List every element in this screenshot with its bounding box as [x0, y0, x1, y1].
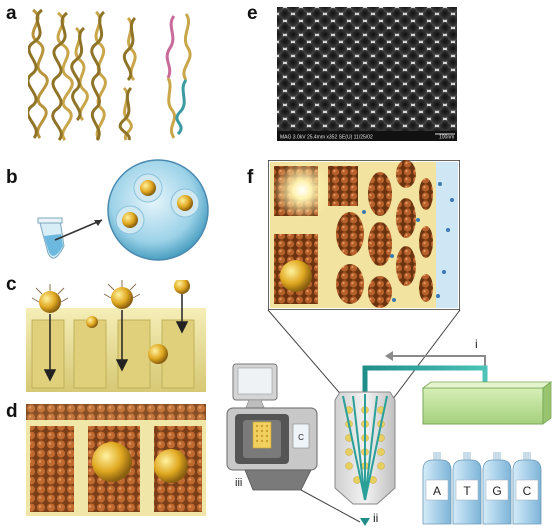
panel-label-b: b — [6, 167, 18, 188]
reagent-bottle-c[interactable]: C — [512, 452, 542, 525]
panel-d-filled-pores — [26, 404, 206, 516]
zoom-arrow — [54, 219, 103, 241]
synthesis-schematic: i ii A — [226, 310, 553, 526]
pore-array — [336, 160, 433, 308]
panel-c-pore-loading — [26, 280, 206, 392]
panel-label-e: e — [247, 3, 258, 24]
sem-info-bar — [277, 131, 457, 141]
panel-label-a: a — [6, 3, 17, 24]
label-iii: iii — [235, 477, 242, 489]
reagent-bottle-g[interactable]: G — [482, 452, 512, 525]
label-ii: ii — [373, 511, 378, 525]
light-flare — [272, 160, 332, 220]
dna-helix — [51, 11, 74, 142]
gold-particle — [31, 284, 69, 313]
reagent-vial — [292, 423, 310, 449]
reagent-lines — [435, 424, 529, 460]
dna-helix-single-strand — [165, 13, 192, 139]
bottle-label-c: C — [523, 484, 532, 498]
dna-helix — [118, 16, 137, 141]
dna-helix — [28, 8, 49, 139]
connector-line — [300, 489, 361, 523]
sem-scale-text: 100nm — [439, 135, 454, 141]
panel-label-f: f — [247, 167, 254, 188]
dna-helix — [70, 26, 89, 122]
gold-particle — [92, 442, 188, 483]
gold-particle — [280, 260, 312, 292]
gold-particle — [86, 316, 98, 328]
bottle-label-g: G — [492, 484, 501, 498]
droplet — [107, 159, 209, 261]
flow-column[interactable] — [334, 391, 396, 505]
reagent-dots — [362, 182, 454, 302]
gold-particle — [148, 344, 168, 364]
reader-tray[interactable] — [244, 469, 312, 491]
panel-f-column-zoom — [268, 160, 460, 310]
gold-particle — [115, 205, 145, 235]
panel-label-d: d — [6, 401, 18, 422]
panel-label-c: c — [6, 274, 17, 295]
panel-e-sem-image: MAG 3.0kV 25.4mm x352 SE(U) 11/25/02 100… — [277, 7, 457, 141]
bottle-label-t: T — [463, 484, 471, 498]
reader-instrument[interactable]: C — [226, 407, 318, 491]
tubing — [362, 365, 488, 392]
reagent-bottle-t[interactable]: T — [452, 452, 482, 525]
gold-particle — [103, 280, 141, 309]
reagent-bottle-a[interactable]: A — [422, 452, 452, 525]
vial-label: C — [298, 433, 304, 442]
bottle-label-a: A — [433, 484, 441, 498]
panel-a-dna-strands — [28, 8, 192, 142]
panel-b-encapsulation — [37, 159, 209, 261]
gold-particle — [174, 280, 190, 294]
sem-caption: MAG 3.0kV 25.4mm x352 SE(U) 11/25/02 — [280, 135, 373, 141]
microtube — [37, 217, 65, 259]
insertion-arrow — [43, 294, 189, 382]
dna-helix — [90, 10, 107, 141]
label-i: i — [475, 337, 478, 351]
gold-particle — [170, 188, 200, 218]
monitor[interactable] — [232, 363, 278, 411]
reagent-manifold[interactable] — [422, 387, 544, 425]
gold-particle — [133, 173, 163, 203]
